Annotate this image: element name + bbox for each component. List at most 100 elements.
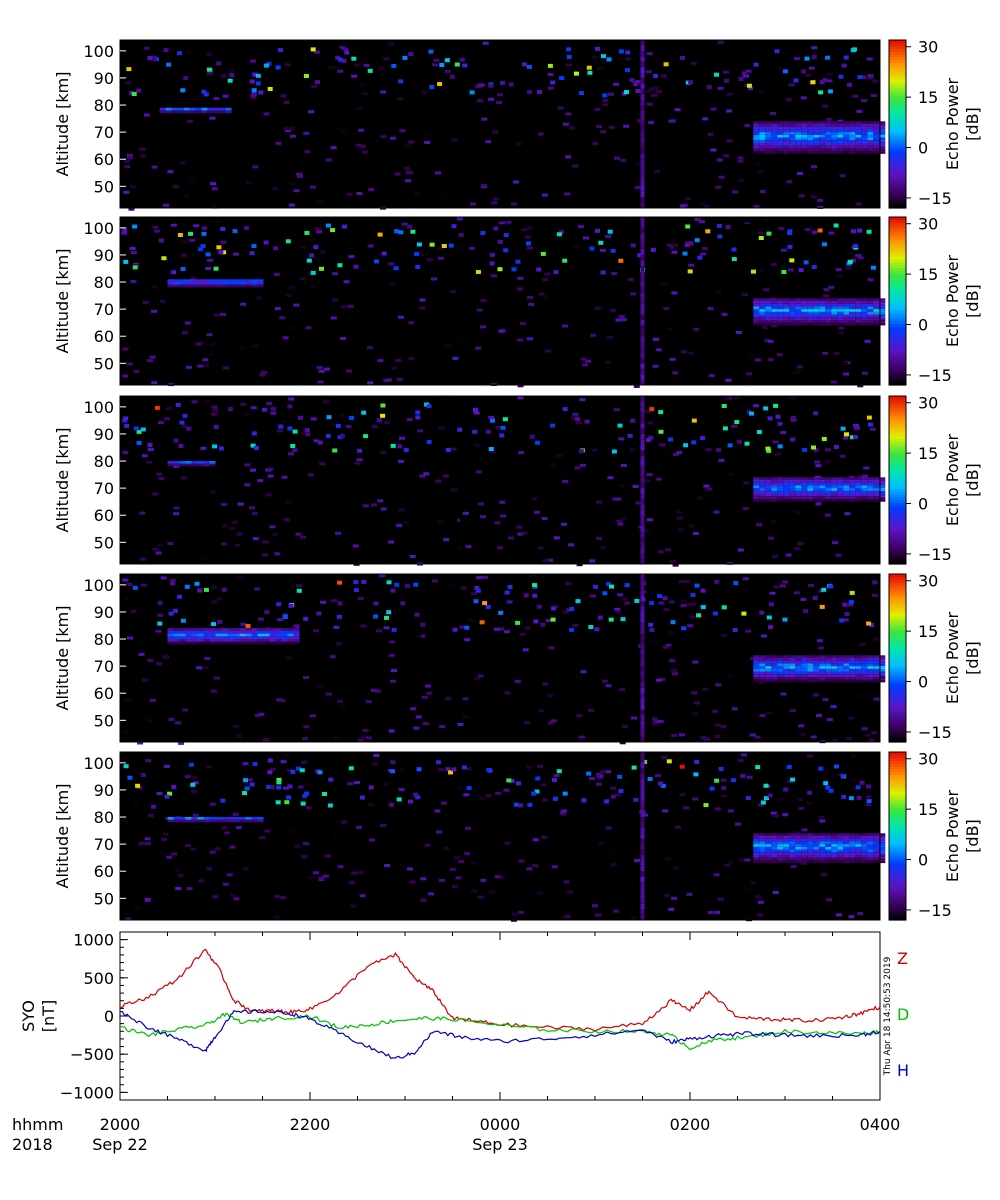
heatmap-cell — [801, 838, 808, 842]
heatmap-cell — [807, 301, 814, 304]
heatmap-cell — [849, 855, 856, 858]
heatmap-cell — [817, 198, 824, 202]
heatmap-cell — [831, 317, 838, 320]
colorbar-segment — [889, 121, 906, 125]
heatmap-cell — [640, 197, 645, 203]
heatmap-cell — [837, 140, 844, 143]
heatmap-cell — [807, 668, 814, 672]
heatmap-cell — [572, 412, 579, 416]
heatmap-cell — [640, 639, 645, 645]
colorbar-segment — [889, 869, 906, 873]
heatmap-cell — [575, 421, 582, 425]
heatmap-cell — [789, 709, 796, 713]
heatmap-cell — [178, 741, 185, 745]
heatmap-cell — [801, 482, 808, 486]
heatmap-cell — [737, 548, 744, 552]
heatmap-cell — [211, 600, 218, 604]
heatmap-cell — [310, 283, 317, 287]
heatmap-cell — [837, 836, 844, 839]
heatmap-cell — [795, 655, 802, 658]
heatmap-cell — [318, 878, 325, 881]
heatmap-cell — [197, 461, 204, 464]
heatmap-cell — [182, 331, 188, 335]
heatmap-cell — [873, 124, 880, 127]
heatmap-cell — [765, 668, 772, 672]
heatmap-cell — [190, 847, 197, 851]
heatmap-cell — [813, 137, 820, 141]
heatmap-cell — [753, 317, 760, 320]
heatmap-cell — [835, 268, 842, 272]
heatmap-cell — [384, 615, 389, 620]
heatmap-cell — [837, 496, 844, 499]
heatmap-cell — [789, 482, 796, 486]
heatmap-cell — [772, 440, 779, 444]
series-line-h — [119, 1009, 881, 1059]
heatmap-cell — [855, 655, 862, 658]
heatmap-cell — [524, 235, 531, 239]
heatmap-cell — [541, 835, 548, 839]
heatmap-cell — [765, 317, 772, 320]
heatmap-cell — [625, 68, 630, 73]
heatmap-cell — [819, 134, 826, 138]
heatmap-cell — [537, 132, 544, 136]
heatmap-cell — [287, 641, 294, 645]
heatmap-cell — [801, 301, 808, 304]
heatmap-cell — [263, 630, 270, 634]
heatmap-cell — [819, 126, 826, 130]
heatmap-cell — [813, 298, 820, 301]
heatmap-cell — [771, 145, 778, 149]
colorbar-segment — [889, 180, 906, 184]
heatmap-cell — [640, 827, 645, 834]
heatmap-cell — [759, 658, 766, 661]
heatmap-cell — [879, 129, 886, 133]
heatmap-cell — [783, 311, 790, 315]
heatmap-cell — [629, 78, 635, 83]
heatmap-cell — [390, 282, 397, 286]
heatmap-cell — [559, 471, 566, 475]
colorbar-segment — [889, 443, 906, 447]
heatmap-cell — [753, 303, 760, 307]
heatmap-cell — [433, 58, 440, 62]
heatmap-cell — [789, 311, 796, 315]
colorbar-segment — [889, 552, 906, 557]
heatmap-cell — [759, 132, 766, 135]
heatmap-cell — [124, 159, 131, 163]
heatmap-cell — [233, 252, 240, 256]
heatmap-cell — [849, 477, 856, 480]
heatmap-cell — [657, 720, 664, 723]
heatmap-cell — [511, 202, 518, 206]
heatmap-cell — [819, 671, 826, 675]
heatmap-cell — [822, 104, 829, 108]
heatmap-cell — [336, 614, 342, 619]
heatmap-cell — [795, 844, 802, 847]
heatmap-cell — [183, 110, 190, 114]
heatmap-cell — [440, 801, 447, 805]
heatmap-cell — [795, 857, 802, 861]
heatmap-cell — [191, 790, 198, 794]
heatmap-cell — [377, 499, 384, 503]
heatmap-cell — [783, 137, 790, 141]
heatmap-cell — [671, 243, 678, 247]
heatmap-cell — [191, 279, 198, 282]
heatmap-cell — [181, 424, 188, 428]
colorbar-segment — [889, 838, 906, 843]
colorbar-segment — [889, 763, 906, 767]
heatmap-cell — [765, 493, 772, 497]
heatmap-cell — [203, 279, 210, 282]
heatmap-cell — [843, 677, 850, 680]
heatmap-cell — [133, 426, 139, 431]
heatmap-cell — [359, 795, 365, 800]
heatmap-cell — [644, 877, 651, 881]
colorbar-segment — [889, 140, 906, 145]
heatmap-cell — [795, 679, 802, 683]
colorbar-segment — [889, 398, 906, 403]
heatmap-cell — [517, 384, 524, 388]
colorbar-segment — [889, 426, 906, 431]
heatmap-cell — [547, 693, 554, 697]
heatmap-cell — [867, 301, 874, 304]
heatmap-cell — [879, 298, 886, 301]
heatmap-cell — [240, 622, 247, 626]
heatmap-cell — [855, 852, 862, 855]
heatmap-cell — [861, 314, 868, 318]
heatmap-cell — [838, 326, 845, 330]
